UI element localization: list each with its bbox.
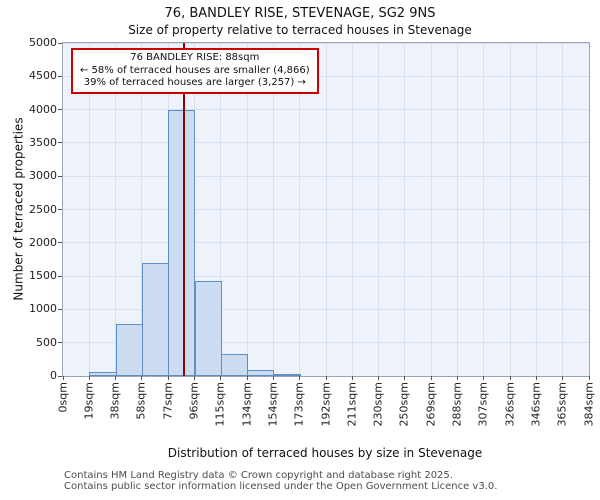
- gridline-vertical: [430, 43, 432, 376]
- y-tick-label: 2000: [29, 235, 57, 249]
- x-tick-mark: [220, 376, 222, 380]
- x-tick-mark: [325, 376, 327, 380]
- gridline-vertical: [535, 43, 537, 376]
- gridline-vertical: [299, 43, 301, 376]
- y-tick-mark: [58, 275, 62, 277]
- y-tick-mark: [58, 308, 62, 310]
- x-tick-mark: [483, 376, 485, 380]
- gridline-vertical: [378, 43, 380, 376]
- x-tick-mark: [167, 376, 169, 380]
- x-tick-mark: [535, 376, 537, 380]
- y-tick-label: 3500: [29, 135, 57, 149]
- gridline-vertical: [457, 43, 458, 376]
- histogram-bar: [89, 372, 117, 376]
- gridline-vertical: [115, 43, 117, 376]
- x-tick-mark: [351, 376, 353, 380]
- x-tick-mark: [299, 376, 301, 380]
- y-tick-label: 500: [36, 335, 57, 349]
- x-tick-mark: [141, 376, 143, 380]
- histogram-bar: [168, 109, 196, 376]
- gridline-vertical: [325, 43, 327, 376]
- y-tick-label: 2500: [29, 202, 57, 216]
- y-tick-mark: [58, 342, 62, 344]
- y-tick-label: 4500: [29, 69, 57, 83]
- y-tick-label: 0: [50, 369, 57, 382]
- y-tick-mark: [58, 75, 62, 77]
- property-size-marker-line: [182, 43, 185, 376]
- histogram-bar: [273, 374, 301, 377]
- y-tick-label: 1500: [29, 269, 57, 283]
- y-tick-label: 3000: [29, 169, 57, 183]
- y-tick-mark: [58, 375, 62, 377]
- annotation-line-address: 76 BANDLEY RISE: 88sqm: [130, 52, 260, 63]
- histogram-bar: [141, 262, 170, 376]
- x-tick-mark: [404, 376, 406, 380]
- chart-title: 76, BANDLEY RISE, STEVENAGE, SG2 9NS: [164, 6, 436, 21]
- y-tick-label: 1000: [29, 302, 57, 316]
- x-tick-mark: [88, 376, 90, 380]
- y-tick-mark: [58, 242, 62, 244]
- y-tick-mark: [58, 175, 62, 177]
- x-tick-mark: [509, 376, 511, 380]
- chart-subtitle: Size of property relative to terraced ho…: [128, 23, 472, 37]
- gridline-vertical: [404, 43, 406, 376]
- x-tick-mark: [588, 376, 590, 380]
- gridline-vertical: [141, 43, 143, 376]
- footer-line-1: Contains HM Land Registry data © Crown c…: [64, 470, 453, 481]
- y-tick-mark: [58, 142, 62, 144]
- y-tick-label: 4000: [29, 102, 57, 116]
- gridline-vertical: [509, 43, 511, 376]
- y-tick-label: 5000: [29, 36, 57, 49]
- gridline-vertical: [246, 43, 248, 376]
- x-tick-mark: [562, 376, 564, 380]
- gridline-vertical: [220, 43, 222, 376]
- x-tick-mark: [115, 376, 117, 380]
- y-tick-mark: [58, 209, 62, 210]
- attribution-footer: Contains HM Land Registry data © Crown c…: [64, 470, 497, 492]
- histogram-bar: [115, 324, 143, 376]
- gridline-vertical: [483, 43, 485, 376]
- histogram-bar: [247, 370, 275, 376]
- gridline-vertical: [351, 43, 353, 376]
- x-tick-mark: [194, 376, 195, 380]
- x-tick-mark: [62, 376, 64, 380]
- footer-line-2: Contains public sector information licen…: [64, 481, 498, 492]
- x-tick-mark: [457, 376, 458, 380]
- gridline-vertical: [88, 43, 90, 376]
- annotation-line-larger: 39% of terraced houses are larger (3,257…: [83, 77, 306, 88]
- gridline-vertical: [562, 43, 564, 376]
- x-tick-mark: [378, 376, 380, 380]
- y-tick-mark: [58, 42, 62, 44]
- plot-area: 76 BANDLEY RISE: 88sqm ← 58% of terraced…: [29, 37, 595, 427]
- annotation-box: 76 BANDLEY RISE: 88sqm ← 58% of terraced…: [71, 48, 319, 94]
- x-tick-mark: [272, 376, 274, 380]
- y-tick-mark: [58, 109, 62, 111]
- annotation-line-smaller: ← 58% of terraced houses are smaller (4,…: [80, 64, 310, 76]
- x-tick-mark: [430, 376, 432, 380]
- histogram-bar: [220, 354, 249, 376]
- gridline-vertical: [272, 43, 274, 376]
- histogram-bar: [194, 280, 222, 376]
- x-axis-label: Distribution of terraced houses by size …: [167, 446, 483, 460]
- x-tick-mark: [246, 376, 248, 380]
